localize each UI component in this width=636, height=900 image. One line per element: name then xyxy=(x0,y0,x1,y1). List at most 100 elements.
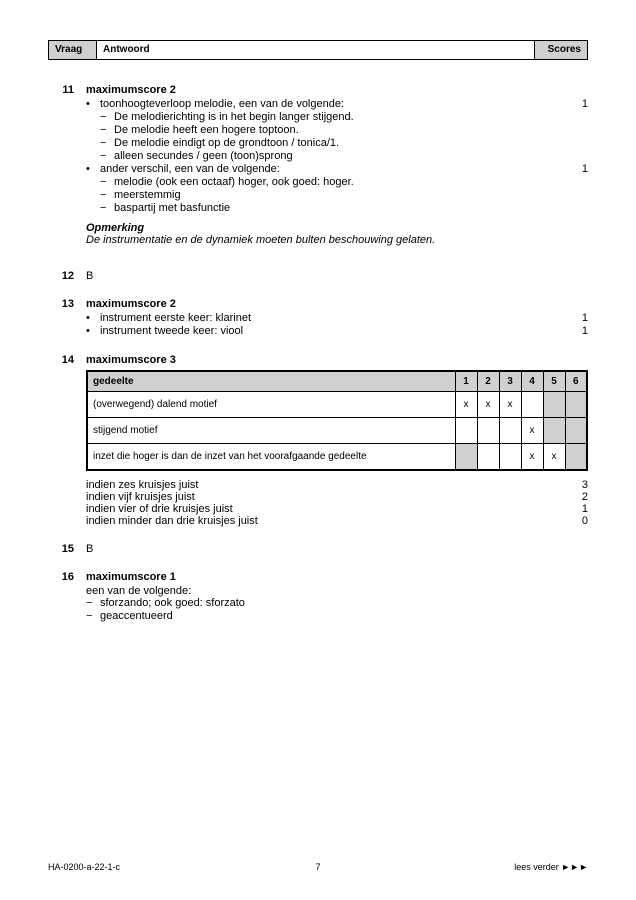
remark-body: De instrumentatie en de dynamiek moeten … xyxy=(86,234,588,246)
remark: Opmerking De instrumentatie en de dynami… xyxy=(86,222,588,246)
col-header: 2 xyxy=(477,371,499,392)
table-row: (overwegend) dalend motief x x x xyxy=(87,392,587,418)
col-header: 1 xyxy=(455,371,477,392)
q-number: 12 xyxy=(48,270,86,282)
sub-text: De melodierichting is in het begin lange… xyxy=(114,111,354,123)
dash-icon: − xyxy=(86,610,100,622)
sub-text: geaccentueerd xyxy=(100,610,173,622)
score-rubric: indien zes kruisjes juist3 indien vijf k… xyxy=(86,479,588,527)
col-header: 5 xyxy=(543,371,565,392)
bullet-icon: • xyxy=(86,163,100,175)
dash-icon: − xyxy=(100,111,114,123)
row-label: inzet die hoger is dan de inzet van het … xyxy=(87,444,455,470)
footer-page-number: 7 xyxy=(228,862,408,872)
sub-text: melodie (ook een octaaf) hoger, ook goed… xyxy=(114,176,354,188)
q-number: 11 xyxy=(48,84,86,254)
cell: x xyxy=(499,392,521,418)
cell: x xyxy=(521,418,543,444)
rubric-text: indien vier of drie kruisjes juist xyxy=(86,503,568,515)
row-label: stijgend motief xyxy=(87,418,455,444)
q-number: 14 xyxy=(48,354,86,527)
rubric-pts: 2 xyxy=(568,491,588,503)
rubric-text: indien minder dan drie kruisjes juist xyxy=(86,515,568,527)
row-label: (overwegend) dalend motief xyxy=(87,392,455,418)
cell xyxy=(565,392,587,418)
q-title: maximumscore 3 xyxy=(86,354,588,366)
answer-matrix: gedeelte 1 2 3 4 5 6 (overwegend) dalend… xyxy=(86,370,588,471)
q-answer: B xyxy=(86,543,93,555)
q-title: maximumscore 2 xyxy=(86,298,588,310)
question-14: 14 maximumscore 3 gedeelte 1 2 3 4 5 6 (… xyxy=(48,354,588,527)
bullet-text: instrument eerste keer: klarinet xyxy=(100,312,568,324)
q-number: 16 xyxy=(48,571,86,623)
question-13: 13 maximumscore 2 • instrument eerste ke… xyxy=(48,298,588,338)
rubric-pts: 0 xyxy=(568,515,588,527)
col-header: 6 xyxy=(565,371,587,392)
lead-text: een van de volgende: xyxy=(86,585,588,597)
cell xyxy=(543,418,565,444)
cell: x xyxy=(455,392,477,418)
bullet-icon: • xyxy=(86,325,100,337)
cell xyxy=(521,392,543,418)
rubric-text: indien zes kruisjes juist xyxy=(86,479,568,491)
q-answer: B xyxy=(86,270,93,282)
footer-right: lees verder ►►► xyxy=(408,862,588,872)
cell xyxy=(543,392,565,418)
remark-title: Opmerking xyxy=(86,222,588,234)
cell xyxy=(565,444,587,470)
page-footer: HA-0200-a-22-1-c 7 lees verder ►►► xyxy=(48,862,588,872)
dash-icon: − xyxy=(100,202,114,214)
dash-icon: − xyxy=(100,124,114,136)
col-header: gedeelte xyxy=(87,371,455,392)
table-row: stijgend motief x xyxy=(87,418,587,444)
question-16: 16 maximumscore 1 een van de volgende: −… xyxy=(48,571,588,623)
cell: x xyxy=(477,392,499,418)
question-11: 11 maximumscore 2 • toonhoogteverloop me… xyxy=(48,84,588,254)
footer-left: HA-0200-a-22-1-c xyxy=(48,862,228,872)
header-vraag: Vraag xyxy=(49,41,97,59)
dash-icon: − xyxy=(100,150,114,162)
q-number: 15 xyxy=(48,543,86,555)
bullet-text: ander verschil, een van de volgende: xyxy=(100,163,568,175)
cell xyxy=(565,418,587,444)
sub-text: sforzando; ook goed: sforzato xyxy=(100,597,245,609)
question-12: 12 B xyxy=(48,270,588,282)
sub-text: alleen secundes / geen (toon)sprong xyxy=(114,150,293,162)
bullet-icon: • xyxy=(86,98,100,110)
q-title: maximumscore 1 xyxy=(86,571,588,583)
header-antwoord: Antwoord xyxy=(97,41,535,59)
table-row: inzet die hoger is dan de inzet van het … xyxy=(87,444,587,470)
cell: x xyxy=(521,444,543,470)
dash-icon: − xyxy=(100,189,114,201)
cell xyxy=(455,444,477,470)
sub-text: De melodie heeft een hogere toptoon. xyxy=(114,124,299,136)
cell xyxy=(455,418,477,444)
cell xyxy=(499,444,521,470)
header-bar: Vraag Antwoord Scores xyxy=(48,40,588,60)
bullet-score: 1 xyxy=(568,312,588,324)
rubric-pts: 3 xyxy=(568,479,588,491)
bullet-text: toonhoogteverloop melodie, een van de vo… xyxy=(100,98,568,110)
sub-text: baspartij met basfunctie xyxy=(114,202,230,214)
header-scores: Scores xyxy=(535,41,587,59)
cell: x xyxy=(543,444,565,470)
rubric-text: indien vijf kruisjes juist xyxy=(86,491,568,503)
q-number: 13 xyxy=(48,298,86,338)
cell xyxy=(499,418,521,444)
bullet-text: instrument tweede keer: viool xyxy=(100,325,568,337)
bullet-score: 1 xyxy=(568,325,588,337)
dash-icon: − xyxy=(100,176,114,188)
dash-icon: − xyxy=(100,137,114,149)
bullet-score: 1 xyxy=(568,163,588,175)
rubric-pts: 1 xyxy=(568,503,588,515)
q-title: maximumscore 2 xyxy=(86,84,588,96)
bullet-score: 1 xyxy=(568,98,588,110)
cell xyxy=(477,444,499,470)
question-15: 15 B xyxy=(48,543,588,555)
sub-text: meerstemmig xyxy=(114,189,181,201)
col-header: 3 xyxy=(499,371,521,392)
sub-text: De melodie eindigt op de grondtoon / ton… xyxy=(114,137,339,149)
col-header: 4 xyxy=(521,371,543,392)
cell xyxy=(477,418,499,444)
dash-icon: − xyxy=(86,597,100,609)
